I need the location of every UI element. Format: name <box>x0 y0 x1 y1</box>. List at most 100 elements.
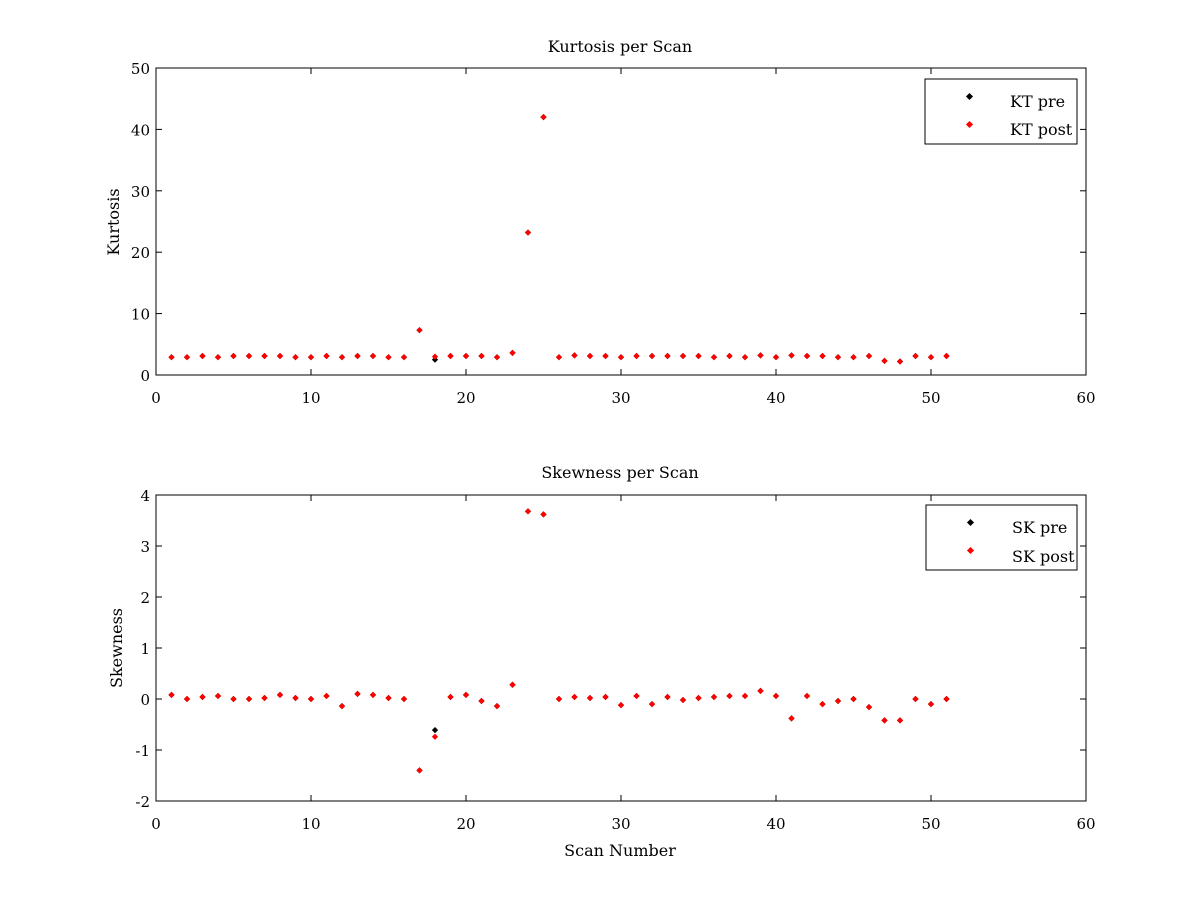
kurtosis-point-post <box>462 352 470 360</box>
kurtosis-point-post <box>664 352 671 360</box>
skewness-y-tick-label: 0 <box>140 691 150 709</box>
skewness-chart-title: Skewness per Scan <box>541 463 698 482</box>
skewness-points <box>168 508 950 774</box>
skewness-point-post <box>369 691 377 699</box>
kurtosis-point-post <box>524 229 532 236</box>
kurtosis-point-post <box>199 352 206 360</box>
skewness-y-tick-label: 1 <box>140 640 150 658</box>
kurtosis-point-post <box>896 358 904 365</box>
kurtosis-point-post <box>540 114 547 121</box>
skewness-point-post <box>803 692 811 700</box>
kurtosis-point-post <box>571 352 578 359</box>
kurtosis-y-axis-label: Kurtosis <box>104 188 123 255</box>
skewness-point-post <box>416 767 423 774</box>
skewness-point-post <box>307 695 315 703</box>
skewness-point-post <box>617 702 625 709</box>
kurtosis-point-post <box>183 354 191 361</box>
skewness-point-post <box>881 717 888 724</box>
kurtosis-point-post <box>261 352 268 360</box>
kurtosis-point-post <box>865 352 873 360</box>
kurtosis-point-post <box>245 352 253 360</box>
skewness-point-post <box>292 694 299 702</box>
skewness-point-post <box>912 695 919 703</box>
skewness-x-tick-label: 20 <box>456 815 475 833</box>
skewness-point-post <box>354 690 361 698</box>
skewness-subplot: Skewness per Scan Skewness Scan Number 0… <box>107 463 1096 860</box>
kurtosis-chart-title: Kurtosis per Scan <box>548 37 692 56</box>
skewness-point-post <box>710 693 718 701</box>
kurtosis-x-tick-label: 30 <box>611 389 630 407</box>
kurtosis-x-tick-label: 10 <box>301 389 320 407</box>
kurtosis-point-post <box>354 352 361 360</box>
skewness-legend-marker-post <box>966 546 975 555</box>
skewness-point-post <box>478 697 485 705</box>
kurtosis-point-post <box>757 352 764 359</box>
kurtosis-point-post <box>602 352 609 360</box>
skewness-point-post <box>431 733 439 740</box>
kurtosis-point-post <box>912 352 919 360</box>
kurtosis-subplot: Kurtosis per Scan Kurtosis 0 10 20 30 40 50 60… <box>104 37 1096 407</box>
kurtosis-legend: KT pre KT post <box>924 78 1078 145</box>
kurtosis-ticks: 0 10 20 30 40 50 60 0 10 20 30 40 50 <box>131 60 1096 407</box>
skewness-point-post <box>447 693 454 701</box>
kurtosis-point-post <box>493 354 501 361</box>
skewness-point-post <box>183 695 191 703</box>
skewness-legend-marker-pre <box>966 518 975 527</box>
skewness-point-post <box>214 692 222 700</box>
kurtosis-point-post <box>447 352 454 360</box>
skewness-legend-label-pre: SK pre <box>1012 518 1067 537</box>
kurtosis-point-post <box>617 354 625 361</box>
kurtosis-axes-box <box>155 67 1087 376</box>
skewness-point-post <box>772 692 780 700</box>
kurtosis-x-tick-label: 40 <box>766 389 785 407</box>
skewness-point-post <box>819 700 826 708</box>
skewness-x-tick-label: 60 <box>1076 815 1095 833</box>
skewness-y-tick-label: 2 <box>140 589 150 607</box>
skewness-point-post <box>757 687 764 694</box>
skewness-point-post <box>168 691 175 699</box>
skewness-point-post <box>493 703 501 710</box>
kurtosis-y-tick-label: 30 <box>131 183 150 201</box>
kurtosis-legend-marker-pre <box>965 92 974 101</box>
kurtosis-point-post <box>772 354 780 361</box>
kurtosis-point-post <box>695 352 702 360</box>
skewness-point-post <box>571 693 578 701</box>
skewness-point-post <box>338 703 346 710</box>
skewness-point-post <box>664 693 671 701</box>
kurtosis-point-post <box>834 354 842 361</box>
kurtosis-point-post <box>338 354 346 361</box>
kurtosis-point-post <box>369 352 377 360</box>
skewness-legend-label-post: SK post <box>1012 547 1075 566</box>
skewness-point-post <box>943 695 950 703</box>
kurtosis-x-tick-label: 20 <box>456 389 475 407</box>
skewness-point-post <box>199 693 206 701</box>
skewness-point-post <box>400 695 408 703</box>
skewness-y-tick-label: 3 <box>140 538 150 556</box>
skewness-point-post <box>462 691 470 699</box>
kurtosis-point-post <box>943 352 950 360</box>
kurtosis-point-post <box>509 349 516 357</box>
kurtosis-y-tick-label: 50 <box>131 60 150 78</box>
skewness-x-tick-label: 40 <box>766 815 785 833</box>
skewness-x-axis-label: Scan Number <box>564 841 676 860</box>
skewness-legend: SK pre SK post <box>925 504 1078 571</box>
kurtosis-point-post <box>803 352 811 360</box>
skewness-ticks: 0 10 20 30 40 50 60 -2 -1 0 1 2 3 4 <box>135 487 1095 833</box>
kurtosis-point-post <box>819 352 826 360</box>
kurtosis-point-post <box>788 352 795 359</box>
kurtosis-point-post <box>710 354 718 361</box>
skewness-point-post <box>865 704 873 711</box>
kurtosis-point-post <box>400 354 408 361</box>
skewness-point-post <box>896 717 904 724</box>
kurtosis-point-post <box>214 354 222 361</box>
skewness-point-post <box>555 695 563 703</box>
skewness-point-post <box>850 695 857 703</box>
kurtosis-legend-label-pre: KT pre <box>1010 92 1065 111</box>
skewness-point-post <box>648 700 656 708</box>
kurtosis-point-post <box>881 357 888 364</box>
skewness-x-tick-label: 30 <box>611 815 630 833</box>
kurtosis-point-post <box>586 352 594 360</box>
skewness-point-post <box>741 692 749 700</box>
skewness-point-post <box>323 692 330 700</box>
